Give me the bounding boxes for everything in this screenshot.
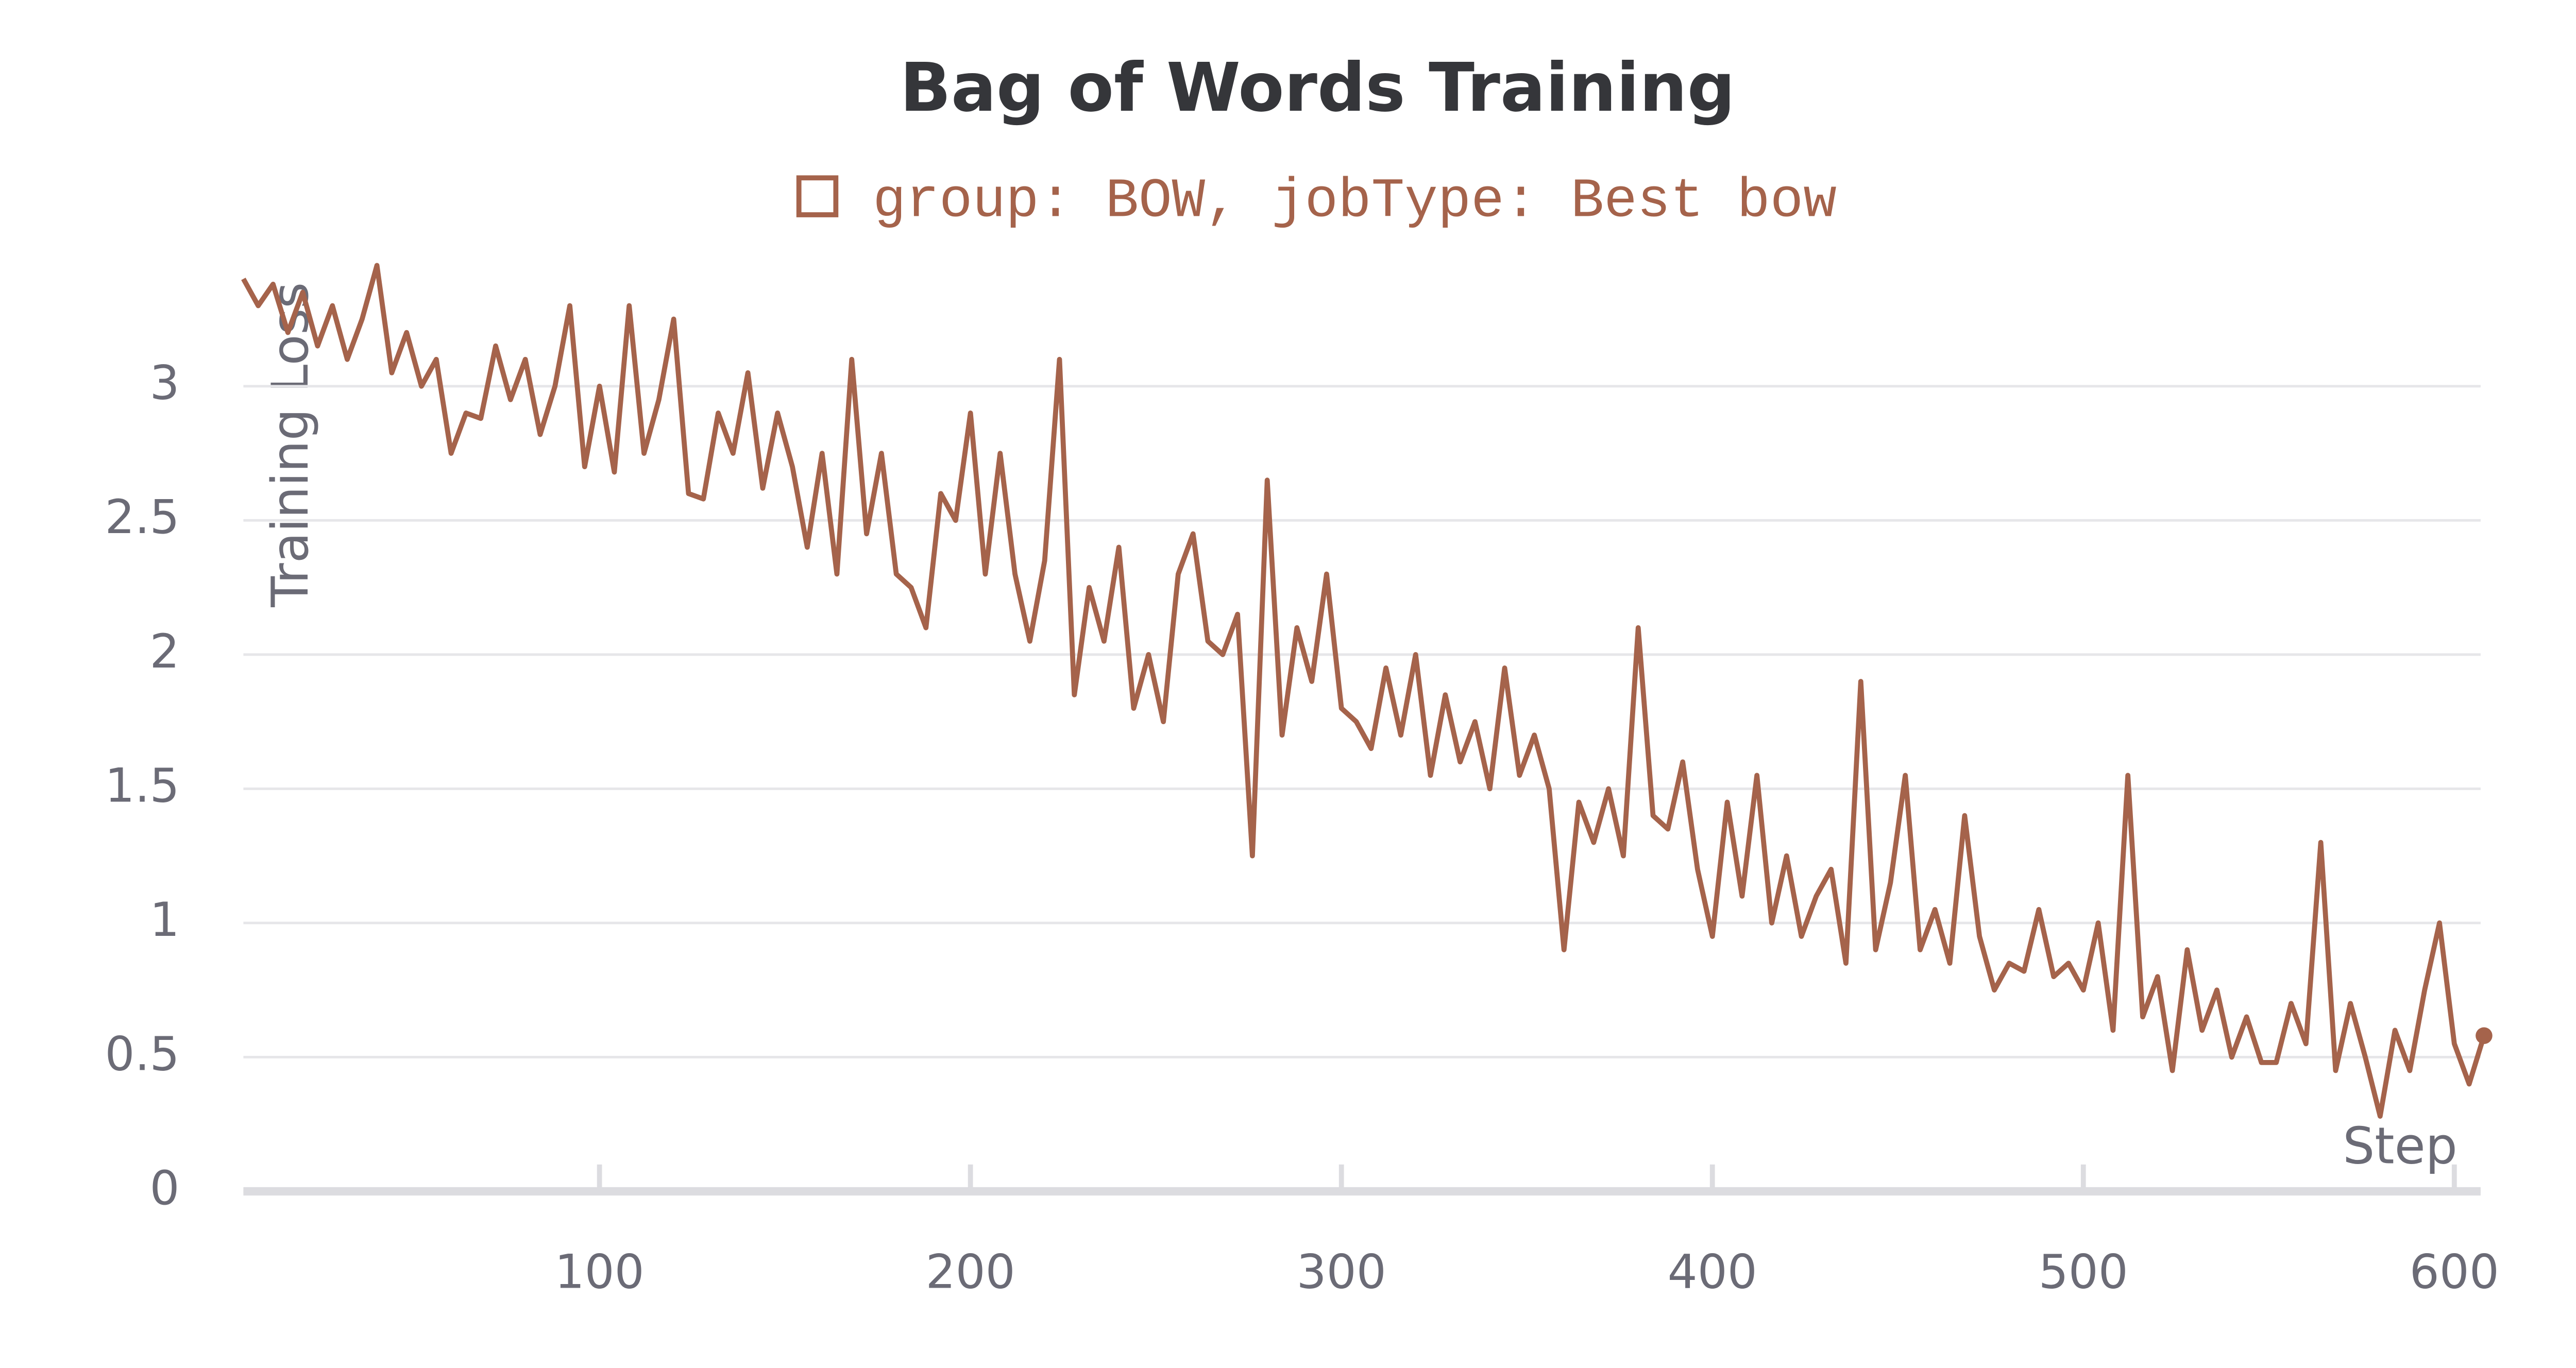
legend-label: group: BOW, jobType: Best bow: [873, 170, 1837, 233]
y-tick-label: 2: [150, 624, 180, 679]
x-tick-label: 500: [2039, 1244, 2128, 1299]
x-tick-label: 100: [555, 1244, 645, 1299]
y-tick-label: 2.5: [105, 489, 180, 544]
y-tick-label: 0.5: [105, 1026, 180, 1081]
y-axis-label: Training Loss: [261, 282, 320, 608]
y-tick-label: 1.5: [105, 758, 180, 813]
x-tick-label: 600: [2410, 1244, 2499, 1299]
line-series: [241, 263, 2487, 1119]
y-tick-label: 3: [150, 355, 180, 411]
x-tick-label: 300: [1297, 1244, 1386, 1299]
x-tick-label: 200: [926, 1244, 1015, 1299]
end-point: [2476, 1027, 2493, 1045]
y-tick-label: 1: [150, 892, 180, 947]
x-tick-label: 400: [1668, 1244, 1757, 1299]
y-tick-label: 0: [150, 1160, 180, 1216]
x-axis-label: Step: [2343, 1117, 2458, 1175]
chart-title: Bag of Words Training: [900, 48, 1735, 127]
legend-swatch: [796, 175, 839, 217]
